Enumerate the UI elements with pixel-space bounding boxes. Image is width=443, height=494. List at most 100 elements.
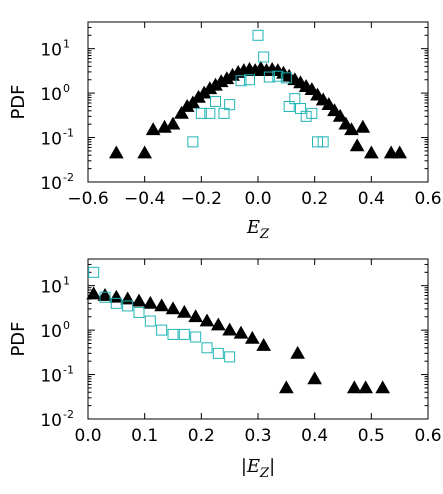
square-marker xyxy=(212,347,224,359)
triangle-marker xyxy=(174,105,189,119)
square-marker xyxy=(258,51,270,63)
square-marker xyxy=(201,342,213,354)
triangle-marker xyxy=(307,371,323,385)
triangle-marker xyxy=(375,380,391,394)
square-marker xyxy=(312,136,323,148)
triangle-series xyxy=(108,60,408,159)
triangle-marker xyxy=(392,145,408,159)
x-tick-label: 0.0 xyxy=(74,426,101,446)
triangle-marker xyxy=(233,325,249,339)
square-marker xyxy=(210,95,221,107)
y-tick-exponent: -2 xyxy=(63,171,74,184)
triangle-marker xyxy=(210,317,226,331)
x-tick-label: 0.6 xyxy=(414,189,441,209)
x-tick-label: −0.2 xyxy=(181,189,222,209)
square-marker xyxy=(156,324,168,336)
triangle-marker xyxy=(145,122,161,136)
plot-frame xyxy=(87,258,429,420)
square-marker xyxy=(195,107,207,119)
square-marker xyxy=(280,72,292,84)
triangle-marker xyxy=(355,119,371,133)
x-axis-label: EZ xyxy=(246,217,270,242)
y-tick-exponent: -1 xyxy=(63,127,74,140)
y-tick-label: 10 xyxy=(40,174,62,194)
y-tick-exponent: 0 xyxy=(63,82,70,95)
triangle-marker xyxy=(290,345,306,359)
triangle-series xyxy=(86,286,391,394)
x-tick-label: 0.4 xyxy=(358,189,385,209)
square-marker xyxy=(167,328,179,340)
y-tick-exponent: 1 xyxy=(63,38,70,51)
x-tick-label: 0.2 xyxy=(188,426,215,446)
square-series xyxy=(187,29,329,148)
y-tick-label: 10 xyxy=(40,85,62,105)
x-tick-label: 0.6 xyxy=(414,426,441,446)
y-tick-exponent: -1 xyxy=(63,364,74,377)
square-marker xyxy=(110,297,122,309)
triangle-marker xyxy=(346,380,362,394)
triangle-marker xyxy=(244,330,260,344)
y-tick-label: 10 xyxy=(40,130,62,150)
triangle-marker xyxy=(137,145,153,159)
square-marker xyxy=(99,291,111,303)
triangle-marker xyxy=(327,103,342,117)
triangle-marker xyxy=(304,82,320,95)
triangle-marker xyxy=(97,288,113,301)
triangle-marker xyxy=(349,138,365,152)
y-axis-label: PDF xyxy=(8,84,29,119)
x-tick-label: 0.3 xyxy=(244,426,271,446)
square-marker xyxy=(178,328,190,340)
x-tick-label: 0.1 xyxy=(131,426,158,446)
triangle-marker xyxy=(222,322,238,336)
x-tick-label: 0.2 xyxy=(301,189,328,209)
square-marker xyxy=(244,74,255,86)
square-marker xyxy=(218,107,230,119)
square-series xyxy=(88,266,236,363)
triangle-marker xyxy=(332,108,348,122)
triangle-marker xyxy=(358,380,374,394)
triangle-marker xyxy=(108,145,124,159)
triangle-marker xyxy=(278,380,294,394)
triangle-marker xyxy=(165,116,181,130)
triangle-marker xyxy=(363,145,379,159)
x-axis-label: |EZ| xyxy=(241,456,275,481)
square-marker xyxy=(283,100,295,112)
square-marker xyxy=(272,70,284,82)
square-marker xyxy=(187,136,199,148)
square-marker xyxy=(224,99,236,111)
triangle-marker xyxy=(199,313,215,327)
triangle-marker xyxy=(142,295,158,309)
square-marker xyxy=(224,351,236,363)
square-marker xyxy=(204,107,216,119)
triangle-marker xyxy=(176,304,192,318)
x-tick-label: −0.4 xyxy=(124,189,165,209)
triangle-marker xyxy=(165,301,181,315)
triangle-marker xyxy=(338,116,354,130)
y-tick-label: 10 xyxy=(40,41,62,61)
y-tick-label: 10 xyxy=(40,322,62,342)
x-tick-label: −0.6 xyxy=(67,189,108,209)
y-axis-label: PDF xyxy=(8,321,29,356)
square-marker xyxy=(122,300,134,312)
triangle-marker xyxy=(131,293,147,307)
x-tick-label: 0.4 xyxy=(301,426,328,446)
triangle-marker xyxy=(256,338,272,351)
square-marker xyxy=(144,315,156,327)
y-tick-exponent: 0 xyxy=(63,319,70,332)
square-marker xyxy=(300,110,312,122)
square-marker xyxy=(317,136,329,148)
y-tick-label: 10 xyxy=(40,411,62,431)
x-tick-label: 0.0 xyxy=(244,189,271,209)
triangle-marker xyxy=(86,286,102,300)
square-marker xyxy=(88,266,100,278)
square-marker xyxy=(263,71,275,83)
y-tick-label: 10 xyxy=(40,367,62,387)
square-marker xyxy=(306,107,318,119)
square-marker xyxy=(190,331,202,343)
square-marker xyxy=(295,103,306,115)
square-marker xyxy=(289,93,301,105)
y-tick-exponent: 1 xyxy=(63,275,70,288)
